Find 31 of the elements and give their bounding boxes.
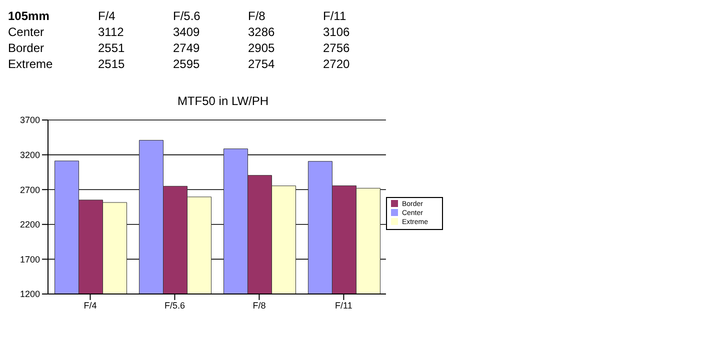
text: Extreme bbox=[8, 57, 53, 71]
data-label: 2749 bbox=[173, 40, 201, 56]
text: 105mm bbox=[8, 8, 50, 24]
y-tick-label: 3700 bbox=[20, 115, 40, 126]
x-tick-label: F/5.6 bbox=[164, 300, 185, 310]
y-tick-label: 1200 bbox=[20, 289, 40, 300]
data-label: 3409 bbox=[173, 24, 201, 40]
text: Center bbox=[8, 25, 44, 39]
x-tick-label: F/4 bbox=[84, 300, 97, 310]
data-label: 3286 bbox=[248, 24, 276, 40]
y-tick-label: 2200 bbox=[20, 220, 40, 230]
y-tick-label: 3200 bbox=[20, 150, 40, 160]
y-tick-label: 2700 bbox=[20, 184, 40, 195]
y-tick-label: 1700 bbox=[20, 254, 40, 264]
data-label: 2905 bbox=[248, 40, 276, 56]
category-label: F/5.6 bbox=[173, 9, 200, 23]
data-label: 2595 bbox=[173, 56, 201, 72]
data-label: 2515 bbox=[98, 56, 126, 72]
data-label: 3112 bbox=[98, 24, 125, 40]
x-tick-label: F/8 bbox=[252, 300, 266, 310]
data-label: 3106 bbox=[323, 24, 351, 40]
category-label: F/11 bbox=[323, 9, 346, 23]
chart-title: MTF50 in LW/PH bbox=[176, 94, 270, 108]
category-label: F/4 bbox=[98, 9, 116, 23]
data-label: 2551 bbox=[98, 40, 126, 56]
text: Border bbox=[8, 41, 44, 55]
data-label: 2720 bbox=[323, 56, 351, 72]
category-label: F/8 bbox=[248, 9, 266, 23]
data-label: 2754 bbox=[248, 56, 276, 72]
x-tick-label: F/11 bbox=[335, 300, 352, 310]
data-label: 2756 bbox=[323, 40, 351, 56]
